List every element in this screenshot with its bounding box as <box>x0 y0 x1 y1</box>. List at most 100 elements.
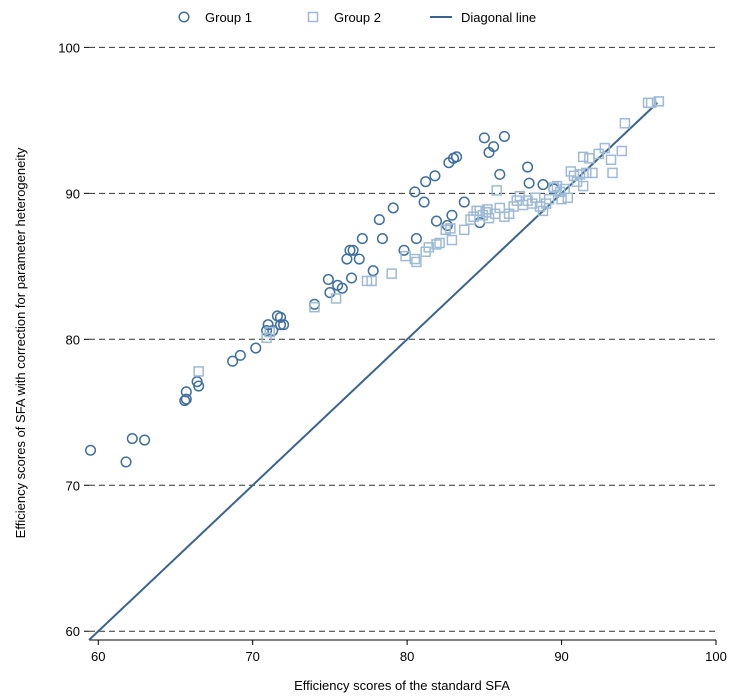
legend-label-diagonal: Diagonal line <box>461 10 536 25</box>
group-1-point <box>430 215 443 227</box>
legend-marker-group-2 <box>307 11 319 23</box>
group-2-point <box>599 142 611 154</box>
group-1-point <box>345 272 358 284</box>
group-1-point <box>418 196 430 208</box>
group-1-point <box>488 141 500 153</box>
group-2-point <box>411 256 422 268</box>
group-2-point <box>653 96 665 107</box>
group-2-point <box>445 223 456 234</box>
group-1-point <box>522 161 534 173</box>
group-1-series <box>84 130 560 468</box>
x-tick-label-60: 60 <box>91 649 105 664</box>
group-2-point <box>434 237 445 249</box>
y-axis-label: Efficiency scores of SFA with correction… <box>13 147 28 538</box>
group-1-point <box>180 386 192 398</box>
group-1-point <box>478 132 490 144</box>
group-2-point <box>593 148 604 160</box>
group-2-point <box>642 97 654 109</box>
group-1-point <box>494 168 506 180</box>
group-2-point <box>616 145 628 157</box>
legend-label-group-1: Group 1 <box>205 10 252 25</box>
group-2-point <box>491 185 502 196</box>
y-tick-label-100: 100 <box>58 40 80 55</box>
group-1-point <box>356 233 368 245</box>
group-2-point <box>581 167 592 179</box>
x-tick-label-100: 100 <box>705 649 727 664</box>
group-1-point <box>234 349 246 361</box>
group-1-point <box>344 244 356 256</box>
group-2-point <box>645 97 657 109</box>
group-2-point <box>409 253 421 265</box>
x-tick-label-80: 80 <box>400 649 414 664</box>
group-2-point <box>423 242 435 253</box>
group-1-point <box>278 319 290 331</box>
group-1-point <box>324 287 336 299</box>
group-2-point <box>446 234 458 246</box>
group-2-point <box>577 151 589 163</box>
group-1-point <box>120 456 132 468</box>
legend-label-group-2: Group 2 <box>334 10 381 25</box>
group-2-point <box>465 214 476 225</box>
group-1-point <box>376 233 388 245</box>
group-2-point <box>264 326 275 338</box>
group-2-point <box>607 167 618 179</box>
y-tick-label-90: 90 <box>66 186 80 201</box>
group-1-point <box>367 265 379 277</box>
group-1-point <box>458 196 470 208</box>
group-2-point <box>431 239 442 250</box>
group-1-point <box>429 170 441 182</box>
group-1-point <box>498 130 510 142</box>
group-1-point <box>523 177 535 189</box>
group-2-point <box>261 332 272 344</box>
group-1-point <box>347 244 359 256</box>
group-2-point <box>366 275 377 287</box>
group-1-point <box>353 253 365 265</box>
group-1-point <box>84 444 97 456</box>
group-2-series <box>193 96 665 377</box>
group-1-point <box>180 393 192 405</box>
group-1-point <box>308 298 321 310</box>
x-axis-label: Efficiency scores of the standard SFA <box>294 678 510 693</box>
diagonal-line <box>88 102 659 641</box>
group-1-point <box>537 179 549 191</box>
group-2-point <box>605 154 617 166</box>
group-1-point <box>274 311 287 323</box>
group-1-point <box>267 325 279 337</box>
group-2-point <box>537 205 549 217</box>
y-tick-label-60: 60 <box>66 624 80 639</box>
group-1-point <box>139 434 151 446</box>
group-2-point <box>551 180 563 192</box>
group-1-point <box>227 355 239 367</box>
group-1-point <box>322 273 334 286</box>
group-1-point <box>446 209 458 221</box>
legend: Group 1 Group 2 Diagonal line <box>178 10 536 25</box>
group-1-point <box>336 282 348 294</box>
group-2-point <box>587 167 598 179</box>
y-tick-label-70: 70 <box>66 478 80 493</box>
group-2-point <box>562 192 573 203</box>
group-2-point <box>574 169 586 180</box>
group-1-point <box>410 233 422 245</box>
group-2-point <box>526 198 538 209</box>
y-tick-label-80: 80 <box>66 332 80 347</box>
group-1-point <box>398 244 410 256</box>
axes: 60 70 80 90 100 60 70 80 90 100 <box>58 40 727 664</box>
group-1-point <box>409 186 421 198</box>
diagonal-line-series <box>88 102 659 641</box>
gridlines <box>89 46 716 632</box>
x-tick-label-90: 90 <box>554 649 568 664</box>
group-2-point <box>543 193 555 205</box>
group-2-point <box>193 366 204 377</box>
group-1-point <box>420 176 432 188</box>
x-tick-label-70: 70 <box>245 649 259 664</box>
group-1-point <box>451 151 463 163</box>
group-1-point <box>387 202 399 214</box>
group-2-point <box>568 170 580 182</box>
group-1-point <box>373 214 385 226</box>
group-1-point <box>261 325 273 337</box>
group-2-point <box>468 211 479 222</box>
group-2-point <box>330 293 342 304</box>
group-2-point <box>386 268 397 279</box>
group-2-point <box>619 118 631 129</box>
